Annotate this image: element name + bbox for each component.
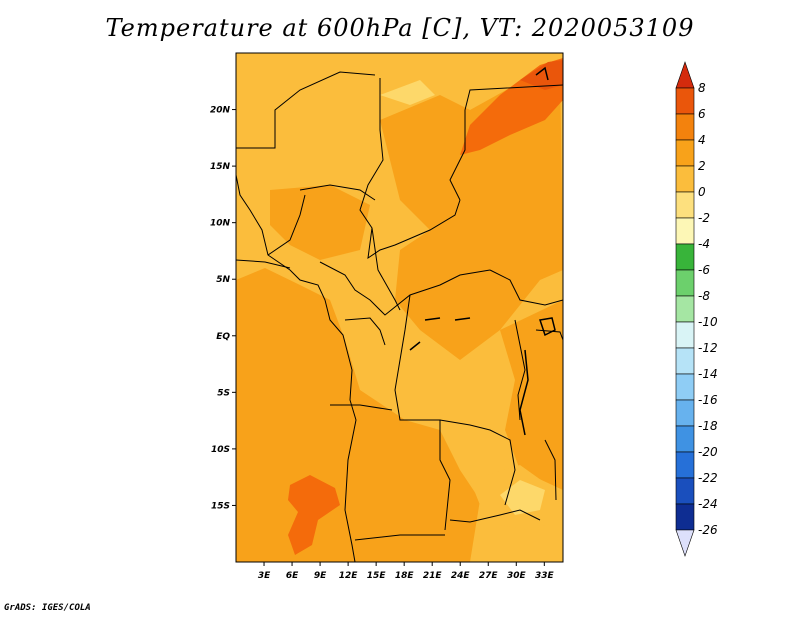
colorbar-box	[675, 269, 695, 297]
border-cameroon-chad	[371, 227, 401, 311]
x-axis-ticks: 3E 6E 9E 12E 15E 18E 21E 24E 27E 30E 33E	[258, 562, 555, 581]
colorbar-level-label: -12	[698, 341, 718, 355]
border-angola-north	[330, 404, 393, 411]
colorbar-bottom-triangle	[675, 529, 695, 557]
lake-victoria	[539, 317, 556, 337]
border-chad-sudan	[449, 84, 563, 201]
colorbar-box	[675, 165, 695, 193]
colorbar-box	[675, 295, 695, 323]
colorbar-box	[675, 139, 695, 167]
lake-tanganyika	[519, 349, 529, 436]
colorbar-box	[675, 477, 695, 505]
y-tick-label: 15N	[210, 162, 231, 172]
grads-credit: GrADS: IGES/COLA	[4, 603, 91, 613]
y-tick-label: 15S	[211, 501, 230, 511]
river-congo-marks	[409, 317, 471, 351]
border-mali-niger	[236, 71, 376, 149]
y-tick-label: 10S	[211, 445, 230, 455]
field-region-minus2-0	[500, 480, 545, 515]
border-nigeria-niger	[299, 184, 376, 201]
border-drc-east-lakes	[514, 319, 526, 421]
colorbar-labels: 8 6 4 2 0 -2 -4 -6 -8 -10 -12 -14 -16 -18 -20 -22 -24 -26	[698, 81, 718, 537]
colorbar-level-label: -6	[698, 263, 710, 277]
colorbar-level-label: 6	[698, 107, 706, 121]
border-zambia-zimbabwe	[449, 509, 541, 523]
colorbar-level-label: 2	[698, 159, 706, 173]
colorbar-box	[675, 503, 695, 531]
border-benin	[267, 194, 306, 256]
border-niger-chad	[359, 78, 461, 260]
colorbar-box	[675, 347, 695, 375]
x-tick-label: 24E	[451, 571, 471, 581]
country-borders	[236, 66, 563, 562]
colorbar-level-label: -8	[698, 289, 710, 303]
y-tick-label: EQ	[216, 332, 230, 342]
border-angola-namibia	[354, 534, 445, 541]
x-tick-label: 30E	[507, 571, 527, 581]
colorbar-level-label: -20	[698, 445, 718, 459]
colorbar-box	[675, 451, 695, 479]
colorbar-level-label: 4	[698, 133, 706, 147]
colorbar-level-label: -16	[698, 393, 718, 407]
y-tick-label: 5S	[217, 388, 230, 398]
colorbar-box	[675, 399, 695, 427]
x-tick-label: 15E	[367, 571, 387, 581]
x-tick-label: 21E	[423, 571, 443, 581]
y-tick-label: 5N	[216, 275, 230, 285]
colorbar-boxes	[675, 61, 695, 557]
border-south-sudan	[489, 269, 563, 306]
colorbar-box	[675, 321, 695, 349]
x-tick-label: 12E	[339, 571, 359, 581]
colorbar-level-label: -4	[698, 237, 710, 251]
x-tick-label: 27E	[479, 571, 499, 581]
field-region-2-4-east	[500, 300, 563, 490]
temperature-field	[236, 53, 563, 562]
y-tick-label: 20N	[210, 106, 231, 116]
colorbar-box	[675, 191, 695, 219]
field-region-4-6-angola-coast	[288, 475, 340, 555]
colorbar-level-label: -10	[698, 315, 718, 329]
colorbar-level-label: 8	[698, 81, 706, 95]
colorbar-level-label: -14	[698, 367, 718, 381]
colorbar-level-label: -26	[698, 523, 718, 537]
colorbar-level-label: -24	[698, 497, 718, 511]
colorbar-box	[675, 87, 695, 115]
colorbar-level-label: 0	[698, 185, 706, 199]
colorbar-level-label: -18	[698, 419, 718, 433]
x-tick-label: 33E	[535, 571, 555, 581]
border-drc-zambia	[439, 419, 516, 506]
colorbar-box	[675, 243, 695, 271]
gulf-of-guinea-coast	[236, 259, 291, 269]
x-tick-label: 18E	[395, 571, 415, 581]
border-malawi	[544, 439, 557, 501]
colorbar-level-label: -2	[698, 211, 710, 225]
colorbar-box	[675, 425, 695, 453]
chart-title: Temperature at 600hPa [C], VT: 202005310…	[105, 14, 695, 42]
border-drc-west	[394, 294, 451, 531]
field-region-minus2-0-north	[380, 80, 435, 105]
map-frame	[235, 52, 564, 563]
colorbar-box	[675, 113, 695, 141]
y-axis-ticks: 20N 15N 10N 5N EQ 5S 10S 15S	[210, 106, 236, 511]
x-tick-label: 6E	[286, 571, 299, 581]
coastline-west-africa	[236, 174, 357, 562]
colorbar-level-label: -22	[698, 471, 718, 485]
x-tick-label: 9E	[314, 571, 327, 581]
y-tick-label: 10N	[210, 219, 231, 229]
border-gabon-congo	[344, 317, 386, 346]
field-region-2-4-north	[270, 185, 370, 260]
field-region-2-4-central	[380, 60, 563, 360]
border-cameroon-car	[319, 261, 491, 316]
colorbar-box	[675, 373, 695, 401]
field-region-6-8-northeast	[520, 60, 563, 90]
x-tick-label: 3E	[258, 571, 271, 581]
colorbar-top-triangle	[675, 61, 695, 89]
nile-marks	[535, 66, 549, 81]
colorbar-box	[675, 217, 695, 245]
